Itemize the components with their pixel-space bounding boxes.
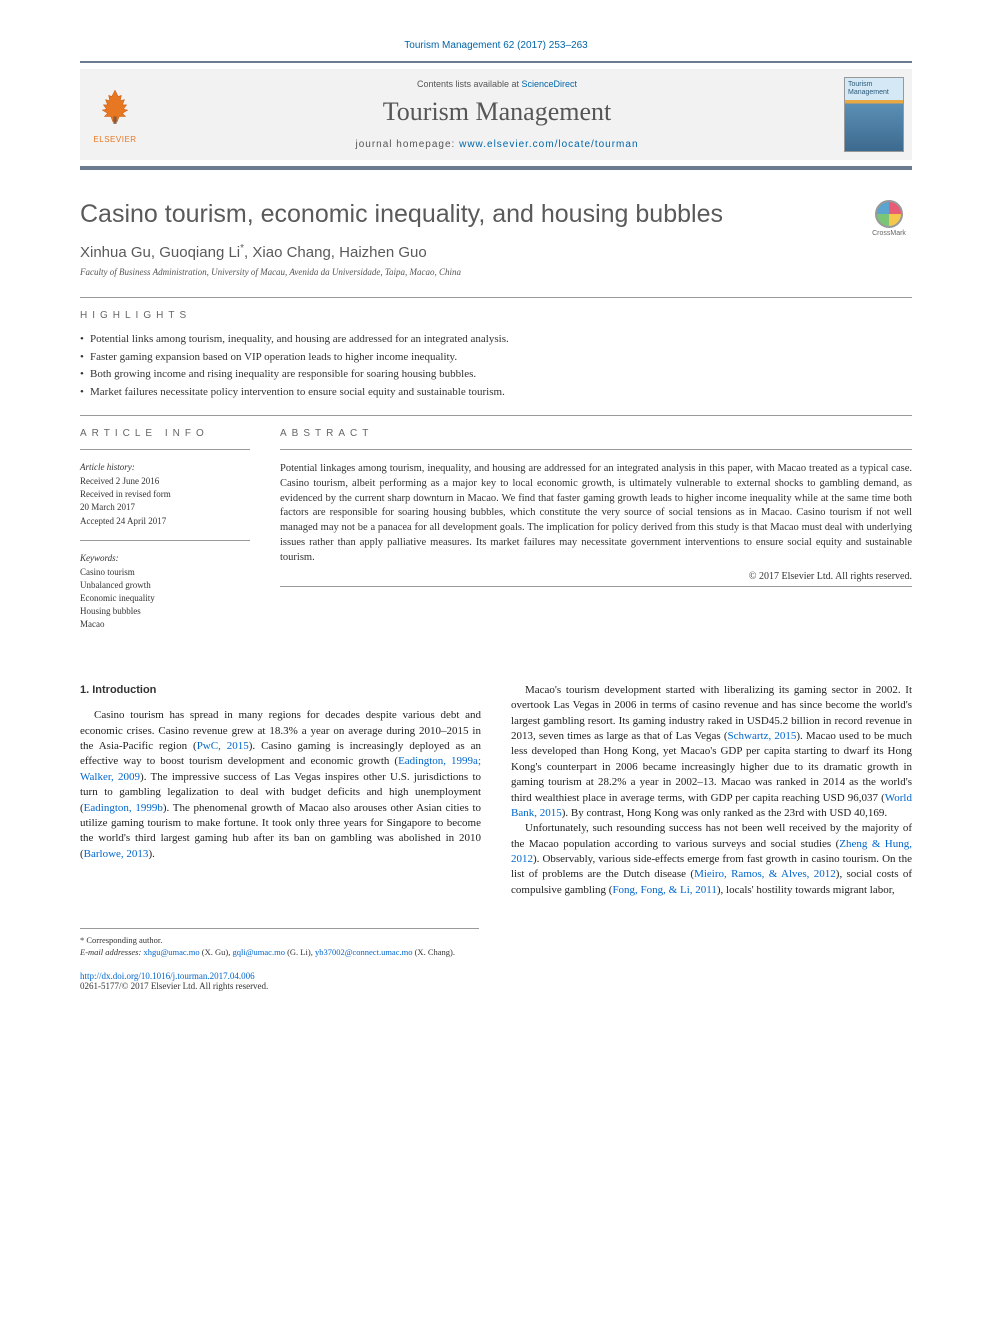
cover-thumb-label: Tourism Management [848,81,903,96]
divider [80,540,250,541]
citation-link[interactable]: Fong, Fong, & Li, 2011 [612,884,716,896]
section-heading-intro: 1. Introduction [80,683,481,698]
citation-link[interactable]: Eadington, 1999b [84,802,163,814]
highlight-item: Market failures necessitate policy inter… [80,384,912,402]
citation-link[interactable]: Schwartz, 2015 [728,730,797,742]
corresponding-note: * Corresponding author. [80,935,479,947]
homepage-link[interactable]: www.elsevier.com/locate/tourman [459,139,638,150]
journal-name: Tourism Management [150,97,844,127]
highlights-list: Potential links among tourism, inequalit… [80,331,912,401]
divider [280,586,912,587]
citation-link[interactable]: Mieiro, Ramos, & Alves, 2012 [694,868,836,880]
history-text: Received 2 June 2016 Received in revised… [80,475,250,527]
affiliation: Faculty of Business Administration, Univ… [80,267,912,277]
abstract-copyright: © 2017 Elsevier Ltd. All rights reserved… [280,571,912,582]
abstract-label: ABSTRACT [280,428,912,439]
article-title: Casino tourism, economic inequality, and… [80,200,723,229]
journal-cover-thumbnail: Tourism Management [844,77,904,152]
body-paragraph: Unfortunately, such resounding success h… [511,821,912,898]
contents-lists-line: Contents lists available at ScienceDirec… [150,79,844,89]
abstract-column: ABSTRACT Potential linkages among touris… [280,428,912,642]
keywords-heading: Keywords: [80,553,250,563]
divider [80,415,912,416]
article-info-column: ARTICLE INFO Article history: Received 2… [80,428,250,642]
email-link[interactable]: xhgu@umac.mo [143,947,199,957]
history-heading: Article history: [80,462,250,472]
highlights-label: HIGHLIGHTS [80,310,912,321]
abstract-text: Potential linkages among tourism, inequa… [280,462,912,565]
header-rule-bottom [80,166,912,170]
citation-header: Tourism Management 62 (2017) 253–263 [80,40,912,51]
divider [80,449,250,450]
highlight-item: Faster gaming expansion based on VIP ope… [80,349,912,367]
email-link[interactable]: yb37002@connect.umac.mo [315,947,413,957]
email-addresses: E-mail addresses: xhgu@umac.mo (X. Gu), … [80,947,479,959]
citation-link[interactable]: PwC, 2015 [197,740,249,752]
doi-link[interactable]: http://dx.doi.org/10.1016/j.tourman.2017… [80,971,255,981]
highlight-item: Potential links among tourism, inequalit… [80,331,912,349]
crossmark-badge[interactable]: CrossMark [866,200,912,237]
journal-header: ELSEVIER Contents lists available at Sci… [80,69,912,160]
citation-link[interactable]: Barlowe, 2013 [84,848,149,860]
body-column-right: Macao's tourism development started with… [511,683,912,898]
crossmark-icon [875,200,903,228]
footnotes-block: * Corresponding author. E-mail addresses… [80,928,479,959]
body-two-column: 1. Introduction Casino tourism has sprea… [80,683,912,898]
body-column-left: 1. Introduction Casino tourism has sprea… [80,683,481,898]
elsevier-logo: ELSEVIER [80,86,150,144]
highlight-item: Both growing income and rising inequalit… [80,366,912,384]
divider [280,449,912,450]
crossmark-label: CrossMark [866,230,912,237]
homepage-line: journal homepage: www.elsevier.com/locat… [150,139,844,150]
body-paragraph: Casino tourism has spread in many region… [80,708,481,862]
issn-copyright: 0261-5177/© 2017 Elsevier Ltd. All right… [80,981,268,991]
elsevier-tree-icon [94,86,136,128]
email-link[interactable]: gqli@umac.mo [233,947,285,957]
doi-copyright-block: http://dx.doi.org/10.1016/j.tourman.2017… [80,971,912,991]
body-paragraph: Macao's tourism development started with… [511,683,912,822]
header-rule-top [80,61,912,63]
divider [80,297,912,298]
elsevier-text: ELSEVIER [88,135,142,144]
sciencedirect-link[interactable]: ScienceDirect [522,79,578,89]
author-list: Xinhua Gu, Guoqiang Li*, Xiao Chang, Hai… [80,243,912,261]
article-info-label: ARTICLE INFO [80,428,250,439]
keywords-text: Casino tourism Unbalanced growth Economi… [80,566,250,631]
